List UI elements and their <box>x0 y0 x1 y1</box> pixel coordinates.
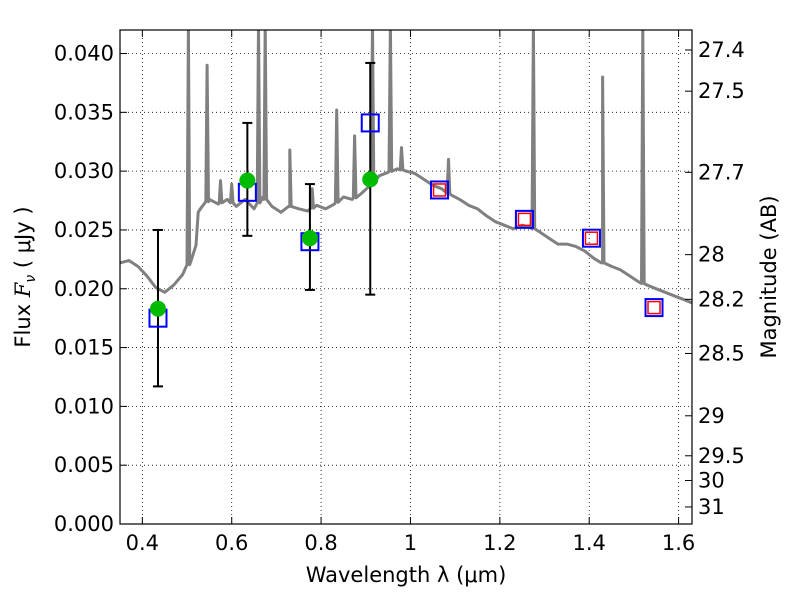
predicted-photometry-point <box>647 300 661 315</box>
y-axis-title-subscript: ν <box>23 275 39 283</box>
spectrum-line <box>120 30 692 305</box>
y-tick-label: 0.025 <box>54 218 114 242</box>
model-photometry-point <box>644 298 664 318</box>
y-axis-title: Flux Fν ( μJy ) <box>11 206 39 347</box>
y-tick-label: 0.015 <box>54 336 114 360</box>
x-tick-label: 0.8 <box>304 531 337 555</box>
model-photometry-point <box>581 228 601 248</box>
y2-tick-label: 27.4 <box>698 38 745 62</box>
photometry-markers <box>148 113 664 328</box>
y2-tick-label: 28.5 <box>698 341 745 365</box>
y2-tick-label: 28 <box>698 243 725 267</box>
x-tick-label: 1 <box>404 531 417 555</box>
predicted-photometry-point <box>584 231 599 245</box>
predicted-photometry-point <box>432 183 447 197</box>
y-tick-label: 0.010 <box>54 394 114 418</box>
y-tick-label: 0.030 <box>54 159 114 183</box>
y2-tick-label: 29 <box>698 404 725 428</box>
observed-photometry-point <box>301 230 318 247</box>
tick-labels: 0.4 0.6 0.8 1 1.2 1.4 1.6 0.000 0.005 0.010 0.015 0… <box>54 38 745 555</box>
y2-tick-label: 31 <box>698 495 725 519</box>
y-tick-label: 0.005 <box>54 453 114 477</box>
y-axis-title-symbol: F <box>11 281 35 298</box>
x-tick-label: 1.2 <box>483 531 516 555</box>
x-tick-label: 0.4 <box>126 531 159 555</box>
x-tick-label: 0.6 <box>215 531 248 555</box>
y-tick-label: 0.035 <box>54 100 114 124</box>
predicted-photometry-point <box>517 212 532 227</box>
observed-photometry-point <box>149 300 166 317</box>
y2-tick-label: 27.5 <box>698 79 745 103</box>
axes <box>119 29 693 525</box>
y2-tick-label: 27.7 <box>698 160 745 184</box>
y-tick-label: 0.040 <box>54 42 114 66</box>
y2-axis-title: Magnitude (AB) <box>757 195 781 358</box>
x-tick-label: 1.6 <box>662 531 695 555</box>
y2-tick-label: 28.2 <box>698 287 745 311</box>
observed-photometry-point <box>362 171 379 188</box>
y-tick-label: 0.020 <box>54 277 114 301</box>
model-photometry-point <box>514 209 534 229</box>
x-axis-title: Wavelength λ (μm) <box>306 563 507 587</box>
x-tick-label: 1.4 <box>573 531 606 555</box>
plot-frame <box>119 29 693 525</box>
y-axis-title-prefix: Flux <box>11 297 35 347</box>
y-tick-label: 0.000 <box>54 512 114 536</box>
model-photometry-point <box>430 180 450 200</box>
y2-tick-label: 30 <box>698 468 725 492</box>
y-axis-title-unit: ( μJy ) <box>11 206 35 274</box>
model-spectrum <box>120 30 692 305</box>
observed-photometry-point <box>239 172 256 189</box>
model-photometry-point <box>360 113 380 133</box>
y2-tick-label: 29.5 <box>698 444 745 468</box>
